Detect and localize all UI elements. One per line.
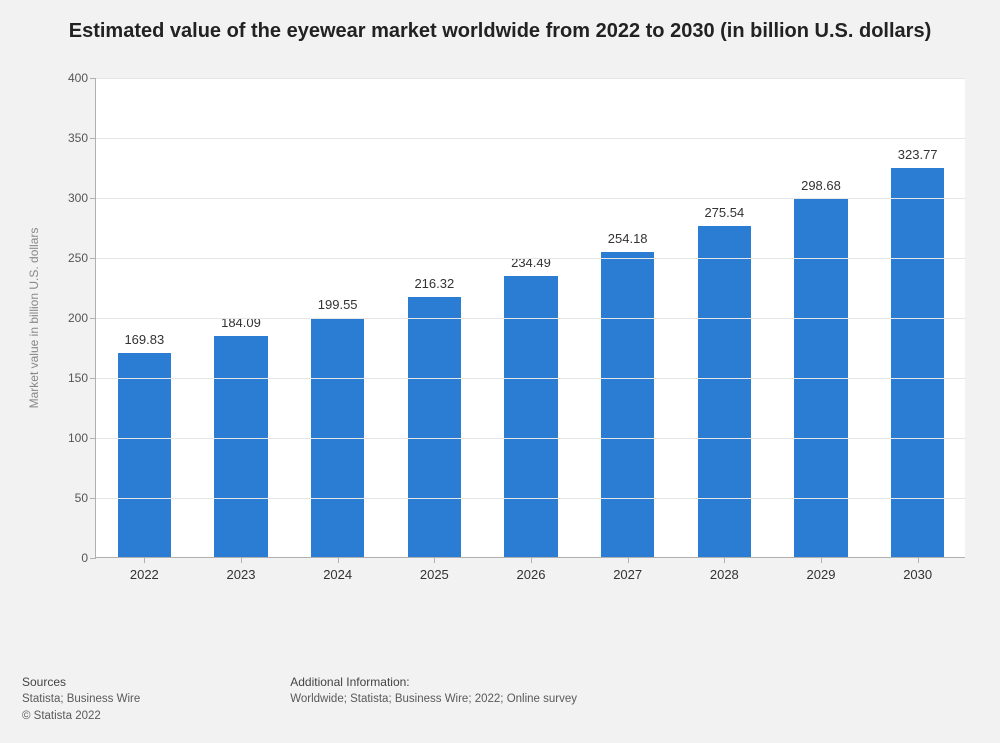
y-tick-label: 150 [46, 371, 96, 385]
x-tick-mark [918, 557, 919, 563]
y-tick-label: 300 [46, 191, 96, 205]
plot-area: Market value in billion U.S. dollars 169… [95, 78, 965, 558]
sources-heading: Sources [22, 673, 140, 691]
additional-info-column: Additional Information: Worldwide; Stati… [290, 673, 577, 726]
grid-line [96, 78, 965, 79]
chart-title: Estimated value of the eyewear market wo… [20, 18, 980, 53]
chart-footer: Sources Statista; Business Wire © Statis… [22, 673, 978, 726]
bar-value-label: 254.18 [596, 231, 660, 252]
bar-value-label: 323.77 [886, 147, 950, 168]
bar: 184.09 [214, 336, 267, 557]
bar-value-label: 298.68 [789, 178, 853, 199]
grid-line [96, 498, 965, 499]
y-tick-label: 0 [46, 551, 96, 565]
bar-value-label: 216.32 [402, 276, 466, 297]
grid-line [96, 438, 965, 439]
bar-value-label: 199.55 [306, 297, 370, 318]
y-tick-label: 50 [46, 491, 96, 505]
grid-line [96, 198, 965, 199]
grid-line [96, 378, 965, 379]
bar: 169.83 [118, 353, 171, 557]
x-tick-mark [338, 557, 339, 563]
chart-container: Estimated value of the eyewear market wo… [0, 0, 1000, 743]
sources-text: Statista; Business Wire [22, 691, 140, 708]
y-tick-label: 200 [46, 311, 96, 325]
x-tick-mark [144, 557, 145, 563]
y-tick-label: 250 [46, 251, 96, 265]
y-tick-label: 100 [46, 431, 96, 445]
x-tick-mark [724, 557, 725, 563]
bar: 275.54 [698, 226, 751, 557]
x-tick-mark [821, 557, 822, 563]
grid-line [96, 138, 965, 139]
additional-info-heading: Additional Information: [290, 673, 577, 691]
x-tick-mark [628, 557, 629, 563]
chart-area: Market value in billion U.S. dollars 169… [20, 63, 980, 613]
additional-info-text: Worldwide; Statista; Business Wire; 2022… [290, 691, 577, 708]
bar: 254.18 [601, 252, 654, 557]
y-axis-label: Market value in billion U.S. dollars [27, 227, 41, 408]
x-tick-mark [241, 557, 242, 563]
bar-value-label: 169.83 [112, 332, 176, 353]
grid-line [96, 258, 965, 259]
x-tick-mark [434, 557, 435, 563]
x-tick-mark [531, 557, 532, 563]
copyright-text: © Statista 2022 [22, 708, 140, 725]
bar: 216.32 [408, 297, 461, 557]
bar-value-label: 275.54 [692, 205, 756, 226]
grid-line [96, 318, 965, 319]
y-tick-label: 400 [46, 71, 96, 85]
sources-column: Sources Statista; Business Wire © Statis… [22, 673, 140, 726]
y-tick-label: 350 [46, 131, 96, 145]
